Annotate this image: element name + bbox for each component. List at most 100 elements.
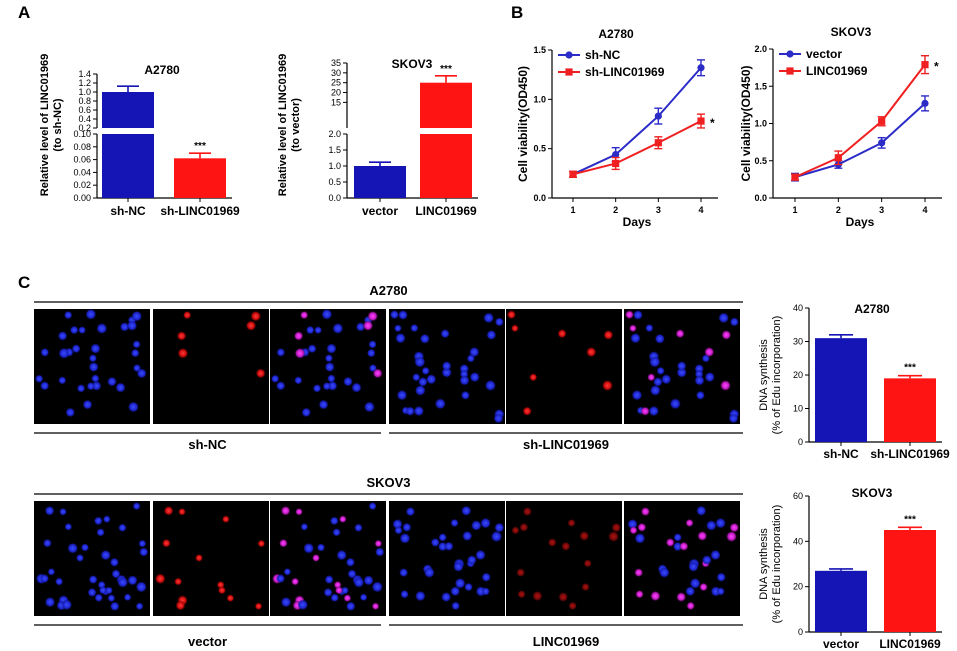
cell-nucleus [294,348,306,359]
cell-nucleus [343,594,352,602]
cell-nucleus [255,368,266,379]
group-label: sh-NC [188,437,227,452]
cell-nucleus [94,516,103,526]
cell-nucleus [704,347,715,358]
cell-nucleus [686,601,695,611]
cell-nucleus [70,325,79,335]
cell-nucleus [67,543,78,554]
cell-nucleus [195,554,203,562]
cell-nucleus [127,575,138,586]
cell-nucleus [467,555,477,565]
y-tick-label: 2.0 [754,44,767,54]
cell-nucleus [280,597,292,608]
cell-nucleus [430,538,440,547]
bar [815,338,867,442]
y-tick-label: 0.5 [533,144,546,154]
y-tick-label: 60 [793,491,803,501]
cell-nucleus [301,407,311,418]
cell-nucleus [635,590,644,599]
y-axis-label: Relative level of LINC01969(to sh-NC) [39,54,64,196]
y-tick-label: 1.5 [533,45,546,55]
cell-nucleus [99,586,107,595]
cell-nucleus [558,592,569,602]
cell-nucleus [405,507,415,517]
x-tick-label: sh-NC [110,204,146,218]
cell-nucleus [399,533,411,544]
cell-nucleus [77,384,86,393]
data-point [921,99,929,107]
cell-nucleus [368,502,377,510]
y-tick-label: 40 [793,303,803,313]
cell-nucleus [317,543,325,552]
cell-nucleus [696,505,707,516]
cell-nucleus [88,362,99,372]
x-tick-label: vector [823,637,859,651]
y-tick-label: 1.4 [78,69,91,79]
cell-nucleus [131,310,142,322]
cell-nucleus [434,398,446,410]
cell-nucleus [390,310,399,319]
data-point [654,112,662,120]
cell-nucleus [336,550,347,561]
cell-nucleus [88,575,98,584]
cell-nucleus [96,528,105,537]
cell-nucleus [716,587,725,596]
cell-nucleus [494,522,505,533]
cell-nucleus [139,547,149,557]
y-tick-label: 0.6 [78,105,91,115]
series-line [794,102,926,179]
cell-nucleus [676,592,687,602]
y-tick-label: 0 [798,437,803,447]
cell-nucleus [40,381,50,391]
data-point [612,150,620,159]
cell-nucleus [726,531,737,542]
bar-lower [420,134,472,198]
cell-nucleus [581,582,590,592]
x-tick-label: 2 [836,205,841,215]
cell-nucleus [483,312,494,324]
cell-nucleus [689,578,701,589]
cell-nucleus [178,508,186,516]
cell-nucleus [706,520,717,531]
y-tick-label: 0.8 [78,96,91,106]
cell-line-label: SKOV3 [366,475,410,490]
significance-marker: *** [194,141,206,152]
cell-nucleus [40,348,50,357]
cell-nucleus [245,320,257,331]
y-axis-label: Cell viability(OD450) [739,65,753,181]
cell-nucleus [44,597,56,608]
cell-nucleus [323,588,333,597]
cell-nucleus [368,340,377,349]
cell-nucleus [364,401,375,413]
y-tick-label: 1.5 [328,145,341,155]
cell-nucleus [105,586,113,595]
y-tick-label: 30 [793,337,803,347]
cell-nucleus [120,322,130,332]
cell-nucleus [547,538,557,547]
data-point [878,139,886,147]
edu-image [153,309,269,424]
cell-nucleus [645,324,654,332]
cell-nucleus [96,323,108,334]
edu-image [506,501,622,616]
cell-nucleus [611,522,622,533]
y-tick-label: 35 [331,58,341,68]
cell-nucleus [398,310,408,320]
y-tick-label: 20 [793,582,803,592]
bar [102,92,154,128]
cell-nucleus [511,324,519,333]
chart-c-a2780: A2780 0 10 20 30 40 DNA synthesis(% of Edu inc… [758,302,950,461]
cell-nucleus [283,568,292,576]
cell-nucleus [324,362,335,372]
cell-nucleus [451,601,460,611]
cell-nucleus [627,519,638,530]
image-background [506,309,622,424]
cell-nucleus [529,373,538,382]
cell-nucleus [110,601,120,611]
cell-nucleus [481,572,491,582]
cell-nucleus [715,517,726,529]
cell-nucleus [679,541,689,551]
cell-nucleus [694,375,705,386]
cell-nucleus [86,382,95,391]
cell-nucleus [324,354,333,363]
